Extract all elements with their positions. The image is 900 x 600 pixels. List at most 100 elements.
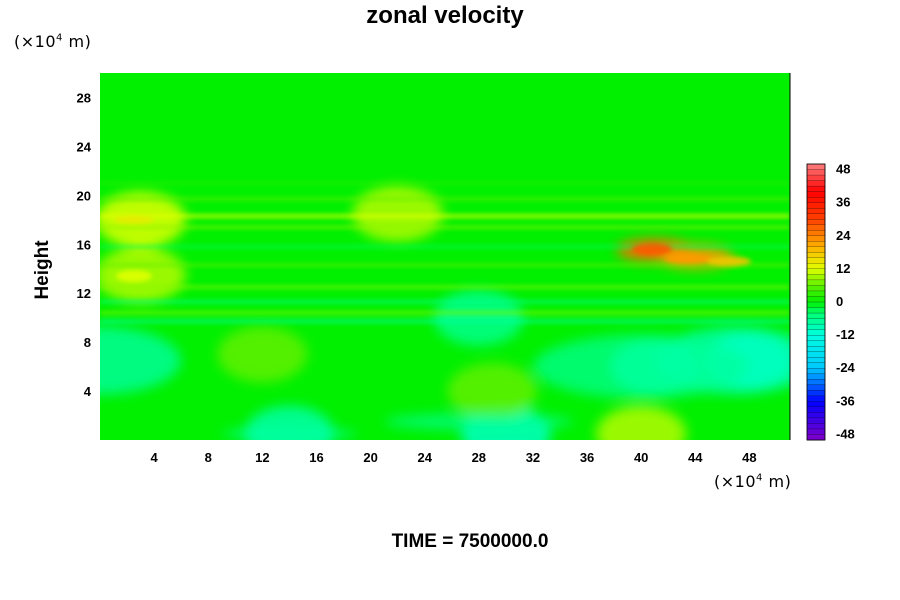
- x-tick-label: 32: [526, 450, 540, 465]
- heatmap-cell: [115, 270, 152, 283]
- colorbar-segment: [806, 368, 826, 375]
- colorbar-tick-label: 12: [836, 261, 850, 276]
- heatmap-cell: [100, 300, 790, 304]
- heatmap-cell: [707, 256, 752, 267]
- colorbar-segment: [806, 318, 826, 325]
- x-tick-label: 44: [688, 450, 703, 465]
- y-tick-label: 24: [77, 139, 92, 154]
- colorbar-border: [806, 163, 826, 441]
- colorbar-tick-label: -12: [836, 327, 855, 342]
- colorbar-segment: [806, 307, 826, 314]
- colorbar-tick-label: 0: [836, 294, 843, 309]
- colorbar-segment: [806, 346, 826, 353]
- colorbar-segment: [806, 268, 826, 275]
- colorbar-segment: [806, 401, 826, 408]
- colorbar-segment: [806, 174, 826, 181]
- colorbar-segment: [806, 257, 826, 264]
- y-axis-ticks: 4 8 12 16 20 24 28: [77, 90, 92, 399]
- heatmap-cell: [433, 289, 524, 346]
- colorbar-tick-label: -48: [836, 426, 855, 441]
- colorbar-segment: [806, 334, 826, 342]
- x-tick-label: 16: [309, 450, 323, 465]
- x-tick-label: 28: [472, 450, 486, 465]
- colorbar-segment: [806, 196, 826, 204]
- heatmap-cell: [100, 326, 181, 395]
- colorbar-segment: [806, 423, 826, 430]
- colorbar-segment: [806, 180, 826, 187]
- heatmap-cell: [100, 311, 790, 315]
- heatmap-cell: [533, 334, 750, 399]
- colorbar-segment: [806, 202, 826, 209]
- y-tick-label: 16: [77, 237, 91, 252]
- colorbar-segment: [806, 246, 826, 253]
- colorbar-segment: [806, 428, 826, 435]
- colorbar-segment: [806, 219, 826, 226]
- heatmap-cell: [113, 215, 154, 224]
- colorbar-tick-label: 48: [836, 162, 850, 177]
- colorbar-segment: [806, 290, 826, 297]
- y-axis-unit: (×104 m): [14, 32, 92, 51]
- y-tick-label: 20: [77, 188, 91, 203]
- colorbar-tick-label: -36: [836, 393, 855, 408]
- colorbar-segment: [806, 241, 826, 248]
- heatmap-cell: [632, 243, 672, 256]
- colorbar-segment: [806, 279, 826, 286]
- y-tick-label: 8: [84, 335, 91, 350]
- colorbar-segment: [806, 296, 826, 303]
- colorbar-segment: [806, 395, 826, 402]
- y-tick-label: 12: [77, 286, 91, 301]
- colorbar-segment: [806, 285, 826, 292]
- colorbar-segment: [806, 362, 826, 369]
- heatmap-cell: [221, 427, 357, 440]
- colorbar-segment: [806, 357, 826, 364]
- colorbar-segment: [806, 379, 826, 386]
- colorbar-segment: [806, 274, 826, 281]
- colorbar-segment: [806, 191, 826, 198]
- x-tick-label: 36: [580, 450, 594, 465]
- colorbar-segment: [806, 235, 826, 242]
- x-axis-unit: (×104 m): [714, 472, 792, 491]
- time-label: TIME = 7500000.0: [391, 531, 549, 552]
- colorbar-segment: [806, 252, 826, 259]
- colorbar-segment: [806, 169, 826, 176]
- heatmap-cell: [100, 285, 790, 289]
- colorbar-segment: [806, 406, 826, 413]
- colorbar-segment: [806, 163, 826, 170]
- colorbar-tick-label: -24: [836, 360, 856, 375]
- heatmap-plot-area: [100, 73, 791, 440]
- colorbar-segment: [806, 263, 826, 270]
- colorbar: 48 36 24 12 0 -12 -24 -36 -48: [806, 162, 856, 441]
- colorbar-segment: [806, 213, 826, 220]
- x-tick-label: 24: [417, 450, 432, 465]
- heatmap-cell: [100, 245, 790, 249]
- colorbar-segment: [806, 208, 826, 215]
- x-tick-label: 8: [205, 450, 212, 465]
- x-axis-ticks: 4 8 12 16 20 24 28 32 36 40 44 48: [151, 450, 757, 465]
- colorbar-segment: [806, 340, 826, 347]
- y-tick-label: 4: [84, 384, 92, 399]
- colorbar-segment: [806, 329, 826, 336]
- colorbar-segment: [806, 323, 826, 331]
- colorbar-segment: [806, 434, 826, 441]
- colorbar-segment: [806, 301, 826, 308]
- x-tick-label: 20: [363, 450, 377, 465]
- heatmap-cell: [100, 182, 790, 185]
- heatmap-cell: [352, 185, 443, 242]
- heatmap-cell: [100, 214, 790, 219]
- colorbar-segment: [806, 384, 826, 391]
- heatmap-cell: [664, 253, 713, 264]
- colorbar-tick-label: 24: [836, 228, 851, 243]
- colorbar-segment: [806, 312, 826, 319]
- colorbar-segment: [806, 224, 826, 231]
- x-tick-label: 12: [255, 450, 269, 465]
- colorbar-segment: [806, 390, 826, 397]
- colorbar-segment: [806, 373, 826, 380]
- colorbar-segment: [806, 351, 826, 358]
- x-tick-label: 4: [151, 450, 159, 465]
- x-tick-label: 48: [742, 450, 756, 465]
- heatmap-cell: [384, 413, 574, 430]
- colorbar-segment: [806, 185, 826, 193]
- heatmap-cell: [100, 263, 790, 267]
- heatmap-bands: [100, 182, 790, 323]
